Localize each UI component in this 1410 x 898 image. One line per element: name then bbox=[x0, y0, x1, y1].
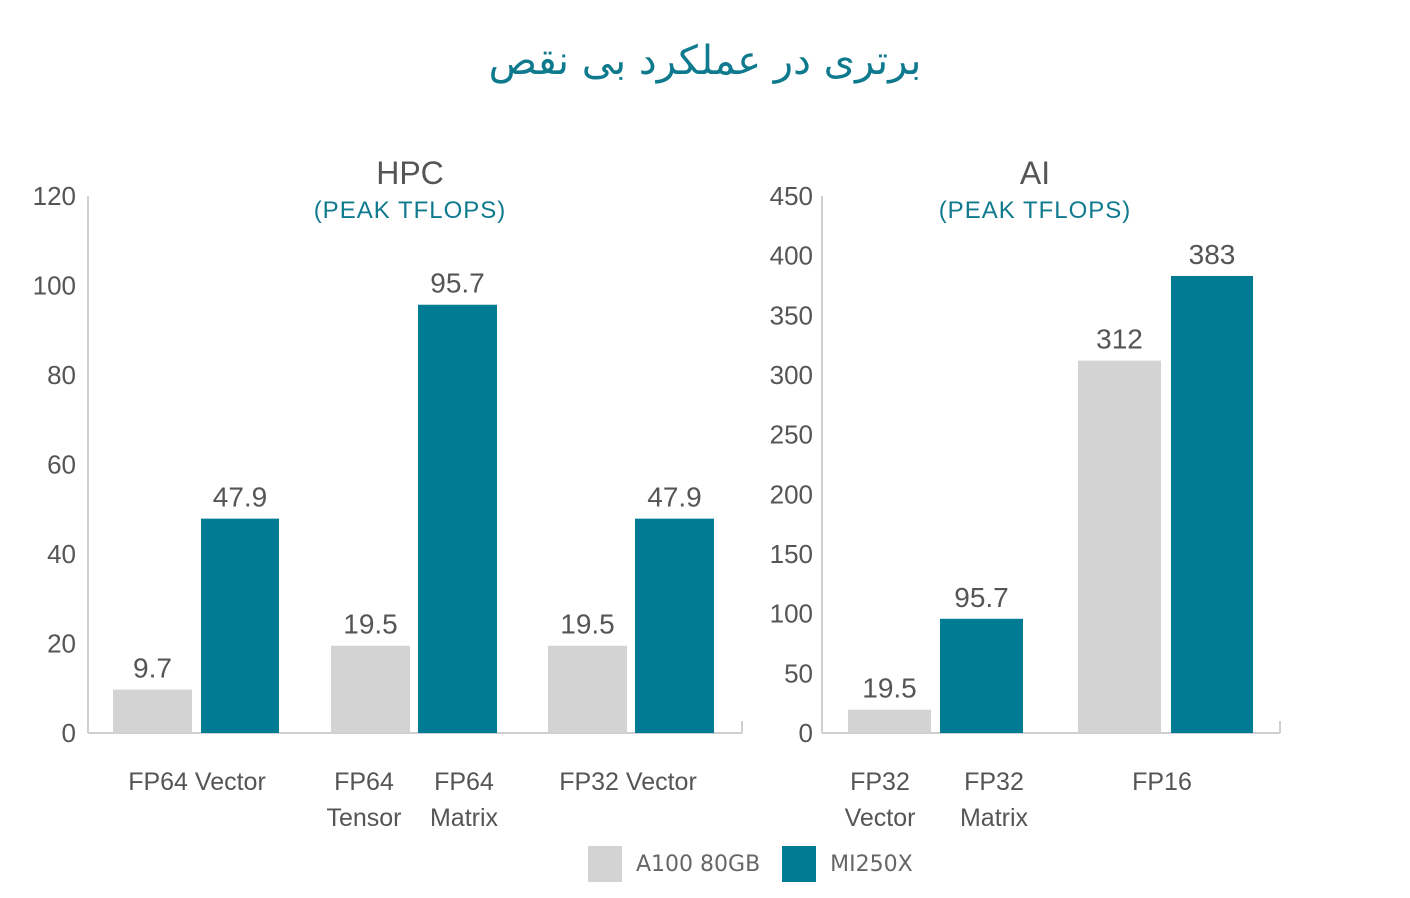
legend-swatch-mi250x bbox=[782, 846, 817, 882]
ai-bar bbox=[940, 618, 1023, 733]
ai-y-tick-label: 400 bbox=[770, 241, 813, 271]
hpc-data-label: 19.5 bbox=[343, 609, 398, 640]
hpc-category-label: FP64 Vector bbox=[128, 768, 266, 796]
hpc-bar bbox=[635, 518, 714, 733]
ai-y-tick-label: 50 bbox=[784, 658, 813, 688]
ai-chart-subtitle: (PEAK TFLOPS) bbox=[939, 197, 1132, 224]
ai-data-label: 383 bbox=[1189, 239, 1236, 270]
ai-y-tick-label: 100 bbox=[770, 599, 813, 629]
ai-bar bbox=[1171, 275, 1253, 733]
legend-item-mi250x: MI250X bbox=[782, 846, 913, 882]
hpc-category-label: FP64 bbox=[334, 768, 394, 796]
legend: A100 80GB MI250X bbox=[588, 846, 935, 882]
hpc-data-label: 9.7 bbox=[133, 653, 172, 684]
hpc-y-tick-label: 40 bbox=[47, 539, 76, 569]
hpc-chart-subtitle: (PEAK TFLOPS) bbox=[314, 197, 507, 224]
hpc-category-label: Tensor bbox=[326, 804, 401, 832]
hpc-category-label: FP64 bbox=[434, 768, 494, 796]
hpc-y-tick-label: 60 bbox=[47, 450, 76, 480]
hpc-data-label: 47.9 bbox=[213, 482, 268, 513]
ai-data-label: 95.7 bbox=[954, 582, 1009, 613]
page-title: برتری در عملکرد بی نقص bbox=[488, 38, 922, 84]
hpc-bar bbox=[331, 645, 410, 733]
hpc-bar bbox=[548, 645, 627, 733]
ai-category-label: Vector bbox=[845, 804, 916, 832]
legend-swatch-a100 bbox=[588, 846, 622, 882]
ai-y-tick-label: 0 bbox=[799, 718, 813, 748]
ai-y-tick-label: 200 bbox=[770, 479, 813, 509]
ai-y-tick-label: 250 bbox=[770, 420, 813, 450]
hpc-data-label: 47.9 bbox=[647, 482, 702, 513]
ai-y-tick-label: 350 bbox=[770, 300, 813, 330]
hpc-y-tick-label: 120 bbox=[33, 181, 76, 211]
hpc-bar bbox=[201, 518, 279, 733]
hpc-bar bbox=[418, 304, 497, 733]
hpc-y-tick-label: 80 bbox=[47, 360, 76, 390]
legend-label-a100: A100 80GB bbox=[636, 851, 761, 877]
ai-y-tick-label: 450 bbox=[770, 181, 813, 211]
hpc-data-label: 19.5 bbox=[560, 609, 615, 640]
ai-category-label: FP32 bbox=[850, 768, 910, 796]
ai-category-label: FP16 bbox=[1132, 768, 1192, 796]
legend-label-mi250x: MI250X bbox=[830, 851, 913, 877]
ai-bar bbox=[1078, 360, 1161, 733]
ai-data-label: 312 bbox=[1096, 324, 1143, 355]
ai-bar bbox=[848, 709, 931, 733]
ai-chart-title: AI bbox=[1020, 155, 1050, 191]
hpc-bar bbox=[113, 689, 192, 733]
ai-category-label: Matrix bbox=[960, 804, 1029, 832]
hpc-category-label: FP32 Vector bbox=[559, 768, 697, 796]
hpc-y-tick-label: 100 bbox=[33, 271, 76, 301]
hpc-y-tick-label: 0 bbox=[62, 718, 76, 748]
ai-data-label: 19.5 bbox=[862, 673, 917, 704]
ai-y-tick-label: 300 bbox=[770, 360, 813, 390]
hpc-data-label: 95.7 bbox=[430, 268, 485, 299]
ai-y-tick-label: 150 bbox=[770, 539, 813, 569]
hpc-category-label: Matrix bbox=[430, 804, 499, 832]
ai-category-label: FP32 bbox=[964, 768, 1024, 796]
hpc-chart-title: HPC bbox=[376, 155, 444, 191]
legend-item-a100: A100 80GB bbox=[588, 846, 760, 882]
hpc-y-tick-label: 20 bbox=[47, 629, 76, 659]
